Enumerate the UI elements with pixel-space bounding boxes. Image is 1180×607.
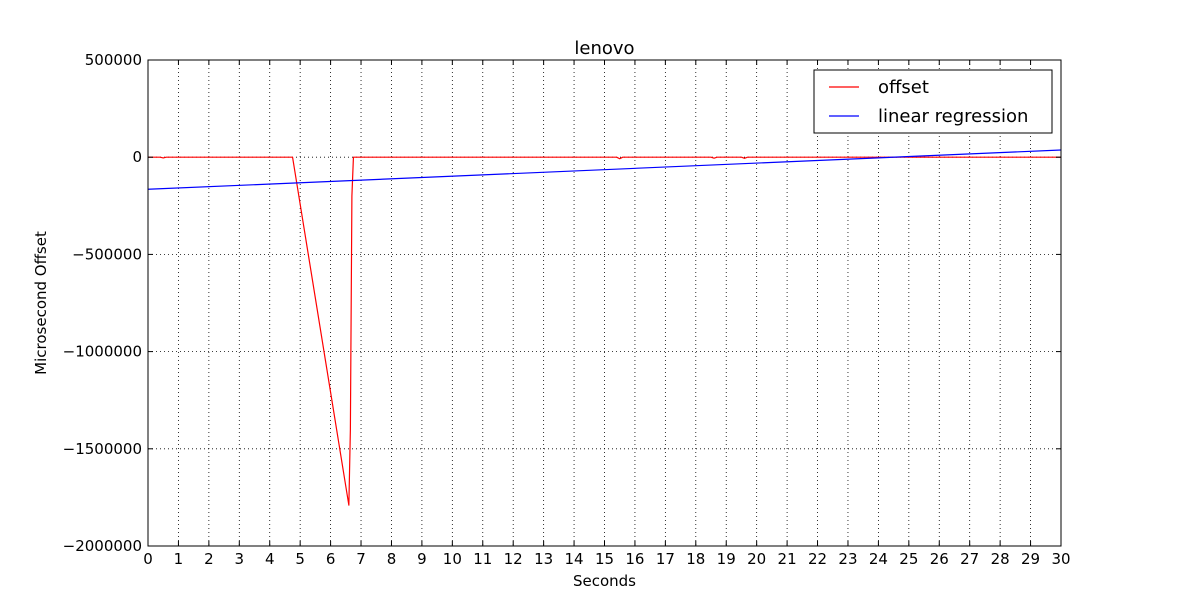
x-tick-label: 3 (235, 550, 245, 568)
x-tick-label: 6 (326, 550, 336, 568)
ticks: 0 1 2 3 4 5 6 7 8 9 10 11 12 13 14 15 16 17 18 19 20 21 22 23 24… (63, 51, 1071, 568)
x-tick-label: 14 (565, 550, 584, 568)
x-tick-label: 24 (869, 550, 888, 568)
legend-label-linear-regression: linear regression (878, 106, 1028, 127)
x-tick-label: 26 (930, 550, 949, 568)
x-tick-label: 19 (717, 550, 736, 568)
x-tick-label: 13 (534, 550, 553, 568)
x-tick-label: 30 (1051, 550, 1070, 568)
x-tick-label: 9 (417, 550, 427, 568)
legend-label-offset: offset (878, 77, 929, 98)
x-tick-label: 21 (778, 550, 797, 568)
x-tick-label: 1 (174, 550, 184, 568)
series-line-offset (148, 156, 1061, 506)
series-layer (147, 149, 1062, 506)
x-tick-label: 22 (808, 550, 827, 568)
series-line-linear-regression (147, 149, 1062, 190)
legend-box (813, 69, 1053, 134)
x-tick-label: 20 (747, 550, 766, 568)
y-axis-label: Microsecond Offset (32, 231, 50, 375)
x-tick-label: 10 (443, 550, 462, 568)
y-tick-label: −500000 (72, 245, 142, 263)
x-tick-label: 17 (656, 550, 675, 568)
x-tick-label: 0 (143, 550, 153, 568)
x-tick-label: 25 (899, 550, 918, 568)
x-axis-label: Seconds (573, 572, 636, 590)
x-tick-label: 28 (991, 550, 1010, 568)
x-tick-label: 18 (686, 550, 705, 568)
y-tick-label: −1000000 (63, 343, 142, 361)
x-tick-label: 12 (504, 550, 523, 568)
x-tick-label: 29 (1021, 550, 1040, 568)
legend: offset linear regression (813, 69, 1053, 134)
chart-title: lenovo (574, 38, 634, 59)
x-tick-label: 15 (595, 550, 614, 568)
x-tick-label: 7 (356, 550, 366, 568)
y-tick-label: −1500000 (63, 440, 142, 458)
x-tick-label: 27 (960, 550, 979, 568)
y-tick-label: 500000 (85, 51, 142, 69)
y-tick-label: 0 (132, 148, 142, 166)
x-tick-label: 16 (625, 550, 644, 568)
x-tick-label: 23 (838, 550, 857, 568)
x-tick-label: 5 (295, 550, 305, 568)
x-tick-label: 4 (265, 550, 275, 568)
y-tick-label: −2000000 (63, 537, 142, 555)
x-tick-label: 8 (387, 550, 397, 568)
x-tick-label: 2 (204, 550, 214, 568)
x-tick-label: 11 (473, 550, 492, 568)
